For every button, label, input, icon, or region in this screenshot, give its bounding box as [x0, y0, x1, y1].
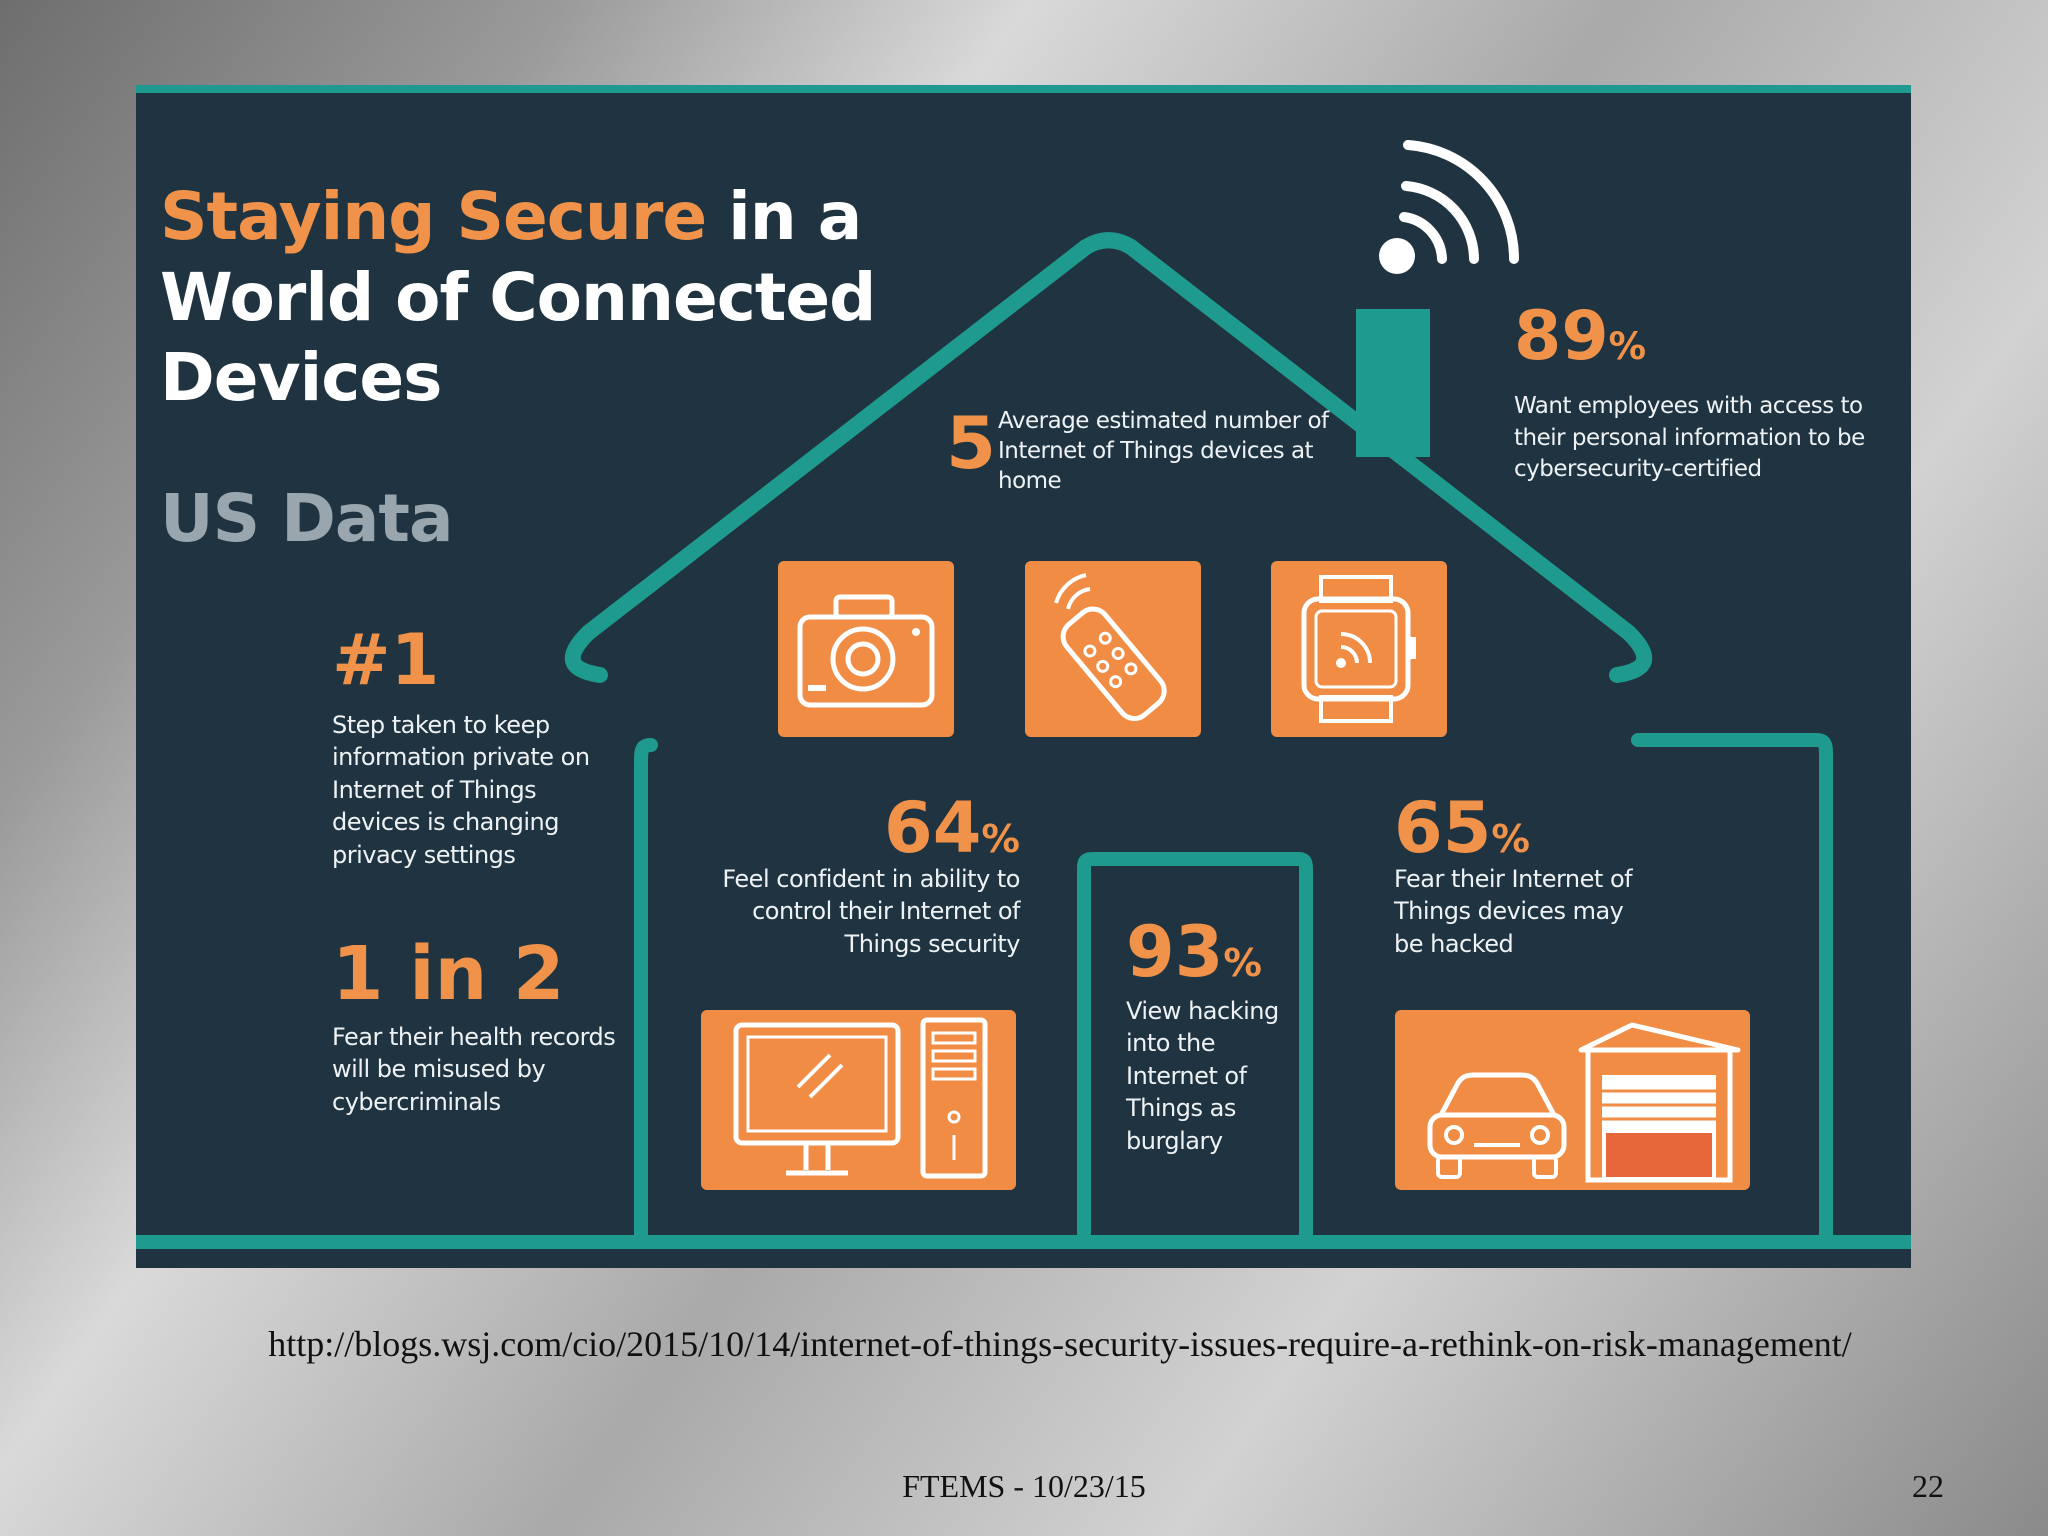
stat-93-text: View hacking into the Internet of Things… — [1126, 997, 1279, 1155]
stat-89-unit: % — [1608, 324, 1647, 368]
stat-devices-text: Average estimated number of Internet of … — [998, 408, 1329, 494]
stat-65-number: 65 — [1394, 787, 1492, 869]
stat-64-value: 64% — [720, 793, 1020, 863]
stat-64-number: 64 — [884, 787, 982, 869]
title-line-3: Devices — [160, 339, 442, 417]
wifi-icon — [1379, 140, 1520, 274]
source-link[interactable]: http://blogs.wsj.com/cio/2015/10/14/inte… — [268, 1324, 1852, 1364]
right-wall — [1631, 733, 1833, 1244]
stat-devices-value: 5 — [946, 401, 997, 485]
title-highlight: Staying Secure — [160, 178, 707, 255]
smartwatch-icon — [1271, 561, 1447, 737]
door — [1077, 852, 1313, 1237]
infographic-subtitle: US Data — [160, 480, 454, 557]
roof-outline — [564, 232, 1653, 683]
bottom-band — [136, 1235, 1911, 1249]
stat-93-number: 93 — [1126, 911, 1224, 993]
chimney — [1356, 309, 1430, 457]
stat-93-value: 93% — [1126, 917, 1262, 987]
stat-65-value: 65% — [1394, 793, 1530, 863]
camera-icon — [778, 561, 954, 737]
car-garage-icon — [1395, 1010, 1750, 1190]
stat-89-text: Want employees with access to their pers… — [1514, 393, 1865, 483]
infographic-title: Staying Secure in a World of Connected D… — [160, 177, 876, 419]
desktop-computer-icon — [701, 1010, 1016, 1190]
title-rest: in a — [706, 178, 862, 255]
page-number: 22 — [1912, 1468, 1944, 1504]
footer-date: FTEMS - 10/23/15 — [902, 1468, 1146, 1504]
stat-89-value: 89% — [1514, 303, 1646, 371]
stat-rank-value: #1 — [332, 619, 440, 701]
stat-65-unit: % — [1491, 817, 1530, 862]
stat-65-text: Fear their Internet of Things devices ma… — [1394, 865, 1633, 958]
infographic: Staying Secure in a World of Connected D… — [136, 85, 1911, 1268]
house-illustration — [136, 85, 1911, 1249]
stat-1in2-text: Fear their health records will be misuse… — [332, 1023, 616, 1116]
top-band — [136, 85, 1911, 93]
stat-93-unit: % — [1223, 941, 1262, 986]
left-wall — [634, 738, 658, 1244]
stat-rank-text: Step taken to keep information private o… — [332, 711, 590, 869]
stat-89-number: 89 — [1514, 297, 1609, 376]
stat-1in2-value: 1 in 2 — [332, 931, 565, 1017]
remote-control-icon — [1025, 561, 1201, 737]
stat-64-text: Feel confident in ability to control the… — [722, 865, 1020, 958]
stat-64-unit: % — [981, 817, 1020, 862]
title-line-2: World of Connected — [160, 258, 876, 336]
